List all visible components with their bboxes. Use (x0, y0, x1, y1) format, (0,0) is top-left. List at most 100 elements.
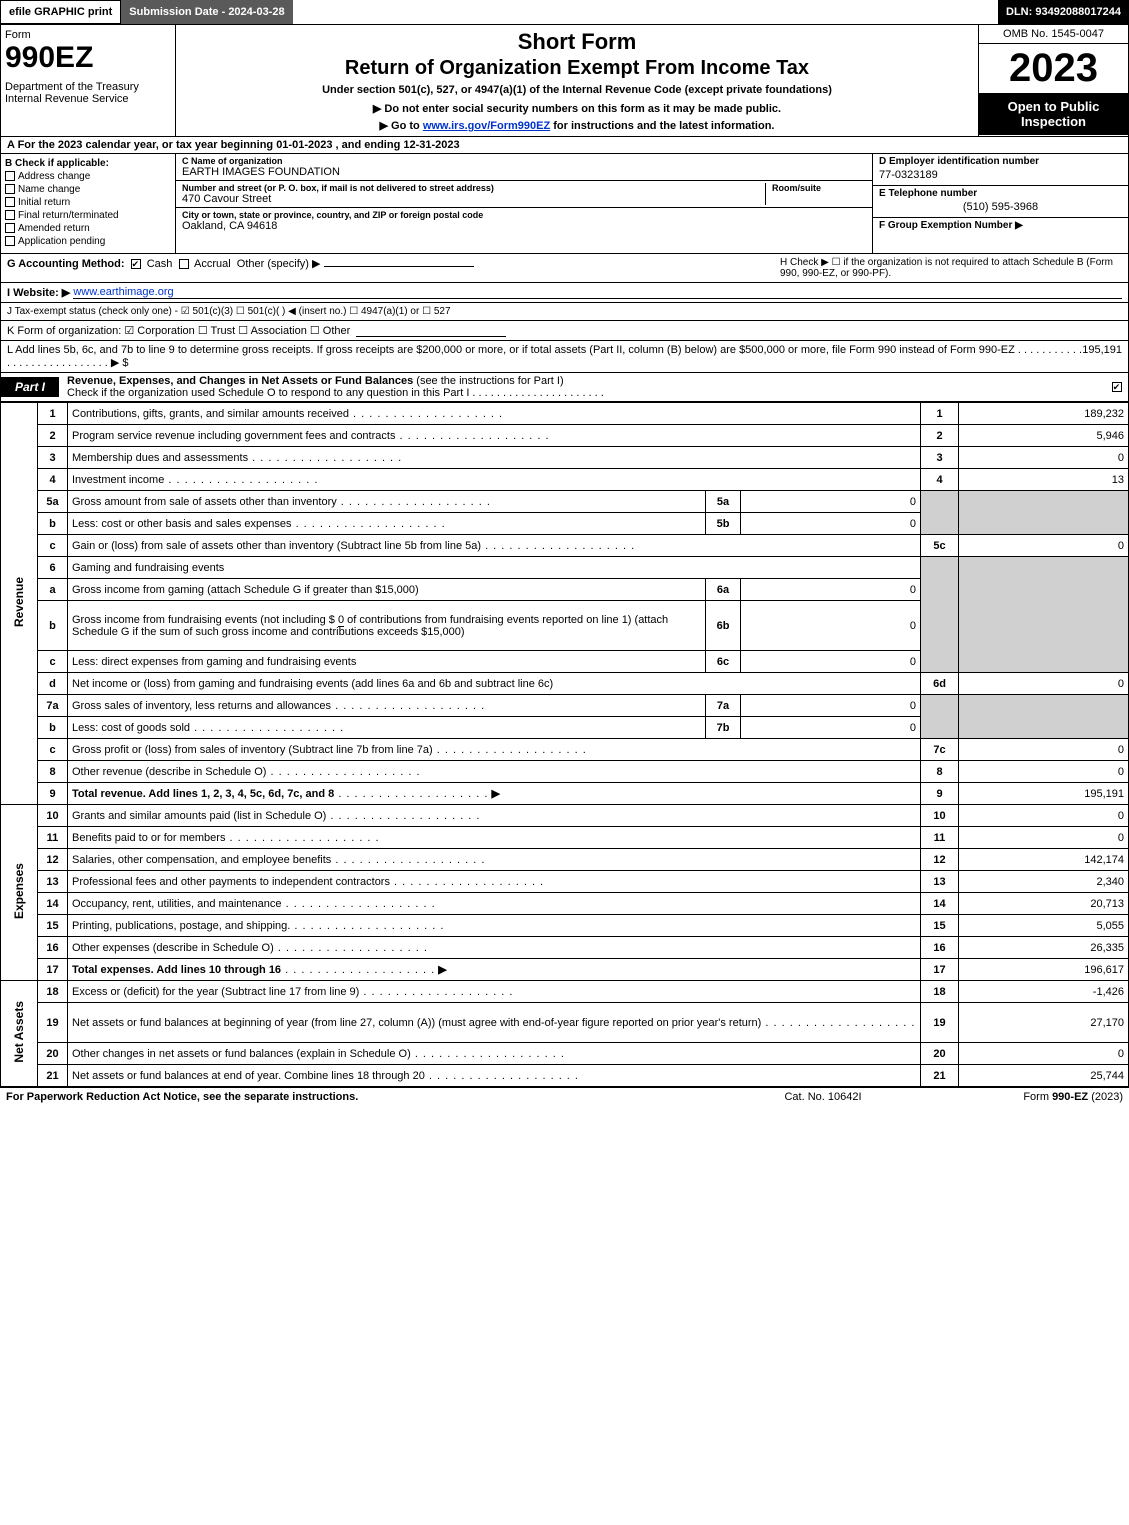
part1-header: Part I Revenue, Expenses, and Changes in… (0, 373, 1129, 402)
org-name-label: C Name of organization (182, 156, 866, 166)
part1-desc: Revenue, Expenses, and Changes in Net As… (59, 373, 1108, 401)
website-label: I Website: ▶ (7, 286, 70, 299)
line-4-desc: Investment income (68, 469, 921, 491)
line-1-col: 1 (921, 403, 959, 425)
chk-address-change[interactable]: Address change (5, 171, 171, 182)
line-16-num: 16 (38, 937, 68, 959)
line-17-val: 196,617 (959, 959, 1129, 981)
line-6a-subval: 0 (741, 579, 921, 601)
line-21-col: 21 (921, 1065, 959, 1087)
ein-block: D Employer identification number 77-0323… (873, 154, 1128, 186)
goto-link[interactable]: www.irs.gov/Form990EZ (423, 120, 550, 132)
line-10-col: 10 (921, 805, 959, 827)
line-4-col: 4 (921, 469, 959, 491)
line-11-val: 0 (959, 827, 1129, 849)
line-11-col: 11 (921, 827, 959, 849)
line-20-desc: Other changes in net assets or fund bala… (68, 1043, 921, 1065)
line-8-num: 8 (38, 761, 68, 783)
line-5c-num: c (38, 535, 68, 557)
line-7a-sublbl: 7a (706, 695, 741, 717)
chk-application-pending[interactable]: Application pending (5, 236, 171, 247)
chk-cash[interactable] (131, 259, 141, 269)
line-18-desc: Excess or (deficit) for the year (Subtra… (68, 981, 921, 1003)
phone-block: E Telephone number (510) 595-3968 (873, 186, 1128, 218)
h-schedule-b: H Check ▶ ☐ if the organization is not r… (772, 257, 1122, 279)
website-link[interactable]: www.earthimage.org (73, 286, 173, 299)
top-bar: efile GRAPHIC print Submission Date - 20… (0, 0, 1129, 24)
part1-checkbox[interactable] (1108, 381, 1128, 393)
line-8-col: 8 (921, 761, 959, 783)
line-3-num: 3 (38, 447, 68, 469)
line-14-num: 14 (38, 893, 68, 915)
line-10-num: 10 (38, 805, 68, 827)
chk-amended-return[interactable]: Amended return (5, 223, 171, 234)
goto-text: ▶ Go to www.irs.gov/Form990EZ for instru… (180, 119, 974, 132)
chk-final-return[interactable]: Final return/terminated (5, 210, 171, 221)
street-value: 470 Cavour Street (182, 193, 759, 205)
expenses-section-label: Expenses (1, 805, 38, 981)
tax-exempt-status: J Tax-exempt status (check only one) - ☑… (7, 306, 451, 317)
chk-initial-return[interactable]: Initial return (5, 197, 171, 208)
line-5a-num: 5a (38, 491, 68, 513)
accrual-label: Accrual (194, 258, 231, 270)
column-c: C Name of organization EARTH IMAGES FOUN… (176, 154, 873, 253)
chk-name-change[interactable]: Name change (5, 184, 171, 195)
footer-right: Form 990-EZ (2023) (923, 1091, 1123, 1103)
header-right: OMB No. 1545-0047 2023 Open to Public In… (978, 25, 1128, 136)
header-left: Form 990EZ Department of the Treasury In… (1, 25, 176, 136)
line-8-val: 0 (959, 761, 1129, 783)
line-12-num: 12 (38, 849, 68, 871)
line-12-val: 142,174 (959, 849, 1129, 871)
form-of-organization: K Form of organization: ☑ Corporation ☐ … (7, 324, 350, 337)
form-word: Form (5, 29, 171, 41)
line-10-val: 0 (959, 805, 1129, 827)
section-j: J Tax-exempt status (check only one) - ☑… (0, 303, 1129, 321)
chk-accrual[interactable] (179, 259, 189, 269)
line-7ab-numcol-grey (921, 695, 959, 739)
line-6b-desc: Gross income from fundraising events (no… (68, 601, 706, 651)
line-13-val: 2,340 (959, 871, 1129, 893)
line-6abc-valcol-grey (959, 557, 1129, 673)
efile-badge: efile GRAPHIC print (0, 0, 121, 24)
line-13-num: 13 (38, 871, 68, 893)
city-value: Oakland, CA 94618 (182, 220, 866, 232)
line-19-desc: Net assets or fund balances at beginning… (68, 1003, 921, 1043)
section-k: K Form of organization: ☑ Corporation ☐ … (0, 321, 1129, 341)
department-text: Department of the Treasury Internal Reve… (5, 81, 171, 105)
line-20-val: 0 (959, 1043, 1129, 1065)
org-name-value: EARTH IMAGES FOUNDATION (182, 166, 866, 178)
column-def: D Employer identification number 77-0323… (873, 154, 1128, 253)
line-18-val: -1,426 (959, 981, 1129, 1003)
line-6b-sublbl: 6b (706, 601, 741, 651)
line-6d-col: 6d (921, 673, 959, 695)
dln: DLN: 93492088017244 (998, 0, 1129, 24)
line-1-val: 189,232 (959, 403, 1129, 425)
other-specify-input[interactable] (324, 266, 474, 267)
topbar-spacer (293, 0, 998, 24)
ein-label: D Employer identification number (879, 156, 1122, 167)
section-a-text: A For the 2023 calendar year, or tax yea… (7, 139, 460, 151)
line-3-col: 3 (921, 447, 959, 469)
line-2-col: 2 (921, 425, 959, 447)
line-20-num: 20 (38, 1043, 68, 1065)
line-20-col: 20 (921, 1043, 959, 1065)
under-section-text: Under section 501(c), 527, or 4947(a)(1)… (180, 84, 974, 96)
line-17-desc: Total expenses. Add lines 10 through 16 … (68, 959, 921, 981)
room-label: Room/suite (772, 183, 866, 193)
line-6c-desc: Less: direct expenses from gaming and fu… (68, 651, 706, 673)
netassets-section-label: Net Assets (1, 981, 38, 1087)
column-b: B Check if applicable: Address change Na… (1, 154, 176, 253)
line-5b-sublbl: 5b (706, 513, 741, 535)
gross-receipts-value: 195,191 (1082, 344, 1122, 369)
part1-title: Revenue, Expenses, and Changes in Net As… (67, 375, 413, 387)
line-2-val: 5,946 (959, 425, 1129, 447)
ein-value: 77-0323189 (879, 167, 1122, 183)
line-7b-desc: Less: cost of goods sold (68, 717, 706, 739)
donot-enter-text: ▶ Do not enter social security numbers o… (180, 102, 974, 115)
line-5ab-valcol-grey (959, 491, 1129, 535)
line-15-val: 5,055 (959, 915, 1129, 937)
line-6abc-numcol-grey (921, 557, 959, 673)
org-other-input[interactable] (356, 324, 506, 337)
phone-value: (510) 595-3968 (879, 199, 1122, 215)
line-1-desc: Contributions, gifts, grants, and simila… (68, 403, 921, 425)
